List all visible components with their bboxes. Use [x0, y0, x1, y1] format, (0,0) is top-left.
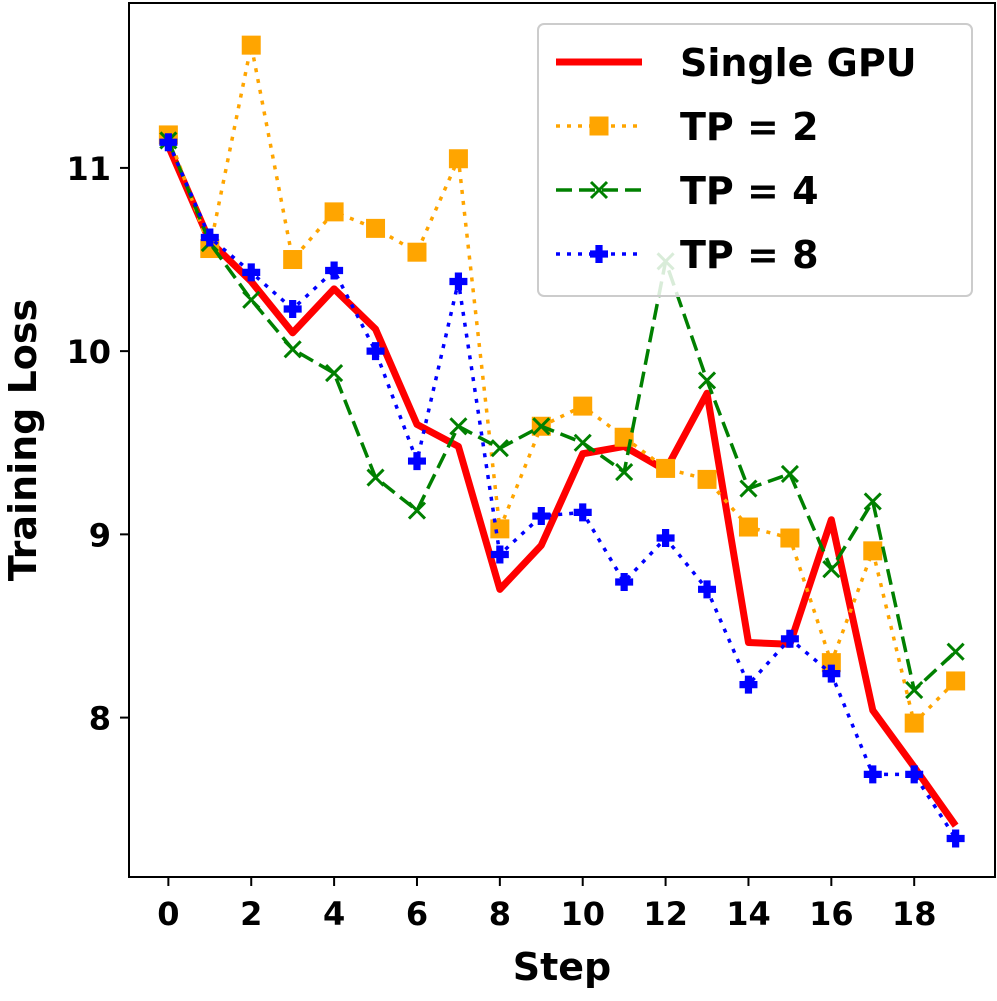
- data-point-tp-8: [615, 573, 634, 592]
- data-point-tp-4: [449, 417, 468, 436]
- x-tick-label: 0: [157, 895, 179, 933]
- series-line-tp-8: [166, 141, 958, 840]
- data-point-tp-2: [904, 713, 924, 733]
- legend-items: Single GPU TP = 2 TP = 4 TP = 8: [556, 41, 917, 277]
- x-tick-label: 6: [406, 895, 428, 933]
- series-single-gpu: [165, 144, 959, 828]
- data-point-tp-8: [325, 261, 344, 280]
- y-tick-label: 11: [66, 150, 111, 188]
- data-point-tp-4: [573, 433, 592, 452]
- data-point-tp-4: [905, 681, 924, 700]
- series-tp-8: [159, 133, 965, 848]
- data-point-tp-2: [780, 528, 800, 548]
- data-point-tp-8: [200, 228, 219, 247]
- data-point-tp-8: [532, 507, 551, 526]
- data-point-tp-4: [407, 501, 427, 520]
- x-tick-label: 18: [892, 895, 937, 933]
- data-point-tp-8: [573, 503, 592, 522]
- data-point-tp-8: [449, 272, 468, 291]
- data-point-tp-2: [490, 519, 510, 539]
- x-axis-label: Step: [513, 945, 612, 989]
- legend: Single GPU TP = 2 TP = 4 TP = 8: [537, 23, 973, 297]
- data-point-tp-2: [283, 250, 303, 270]
- data-point-tp-2: [448, 149, 468, 169]
- data-point-tp-2: [946, 671, 966, 691]
- data-point-tp-4: [325, 364, 344, 383]
- data-point-tp-8: [366, 342, 385, 361]
- x-tick-label: 10: [560, 895, 605, 933]
- data-point-tp-8: [822, 664, 841, 683]
- y-tick-label: 10: [66, 333, 111, 371]
- legend-entry-single-gpu: Single GPU: [556, 41, 917, 85]
- data-point-tp-4: [780, 464, 799, 483]
- legend-entry-tp-4: TP = 4: [556, 169, 819, 213]
- legend-label: TP = 4: [680, 169, 819, 213]
- y-tick-label: 9: [89, 516, 111, 554]
- data-point-tp-2: [738, 517, 758, 537]
- x-tick-label: 16: [809, 895, 854, 933]
- legend-entry-tp-2: TP = 2: [556, 105, 819, 149]
- data-point-tp-2: [241, 35, 261, 55]
- x-tick-label: 8: [489, 895, 511, 933]
- data-point-tp-4: [532, 417, 551, 436]
- data-point-tp-4: [242, 290, 261, 309]
- data-point-tp-8: [698, 580, 717, 599]
- data-point-tp-8: [490, 545, 509, 564]
- data-point-tp-4: [739, 479, 758, 498]
- data-point-tp-2: [821, 653, 841, 673]
- data-point-tp-8: [863, 765, 882, 784]
- legend-label: TP = 8: [680, 233, 819, 277]
- data-point-tp-4: [490, 439, 509, 458]
- plot-frame: [128, 2, 996, 878]
- axes-layer: 0 2 4 6 8 10 12 14 16 18 8 9 10 11: [66, 150, 936, 933]
- data-point-tp-2: [697, 469, 717, 489]
- legend-entry-tp-8: TP = 8: [556, 233, 819, 277]
- series-line-single-gpu: [165, 144, 959, 828]
- y-tick-label: 8: [89, 700, 111, 738]
- x-tick-label: 12: [643, 895, 688, 933]
- legend-marker-sample: [589, 180, 609, 200]
- data-point-tp-4: [946, 642, 965, 661]
- data-point-tp-8: [905, 765, 924, 784]
- legend-label: Single GPU: [680, 41, 917, 85]
- series-line-tp-4: [166, 139, 957, 692]
- legend-marker-sample: [589, 116, 609, 136]
- data-point-tp-2: [573, 396, 593, 416]
- data-point-tp-2: [656, 458, 676, 478]
- data-point-tp-2: [407, 242, 427, 262]
- data-point-tp-8: [407, 452, 426, 471]
- data-point-tp-2: [324, 202, 344, 222]
- data-point-tp-4: [697, 371, 717, 390]
- series-line-tp-2: [166, 43, 957, 725]
- legend-marker-sample: [590, 245, 608, 263]
- data-point-tp-2: [366, 218, 386, 238]
- data-point-tp-2: [863, 541, 883, 561]
- legend-box: [537, 23, 973, 297]
- x-tick-label: 14: [726, 895, 771, 933]
- data-point-tp-4: [615, 463, 634, 482]
- y-axis-label: Training Loss: [1, 299, 45, 581]
- x-tick-label: 4: [323, 895, 345, 933]
- x-tick-label: 2: [240, 895, 262, 933]
- series-layer: [158, 35, 966, 848]
- data-point-tp-8: [656, 529, 675, 548]
- data-point-tp-4: [822, 560, 841, 579]
- data-point-tp-8: [283, 299, 302, 318]
- data-point-tp-8: [780, 629, 799, 648]
- data-point-tp-8: [242, 263, 261, 282]
- data-point-tp-4: [283, 340, 302, 359]
- data-point-tp-4: [366, 468, 385, 487]
- data-point-tp-8: [739, 675, 758, 694]
- data-point-tp-8: [946, 829, 965, 848]
- data-point-tp-4: [863, 492, 882, 511]
- legend-label: TP = 2: [680, 105, 819, 149]
- data-point-tp-8: [159, 133, 178, 152]
